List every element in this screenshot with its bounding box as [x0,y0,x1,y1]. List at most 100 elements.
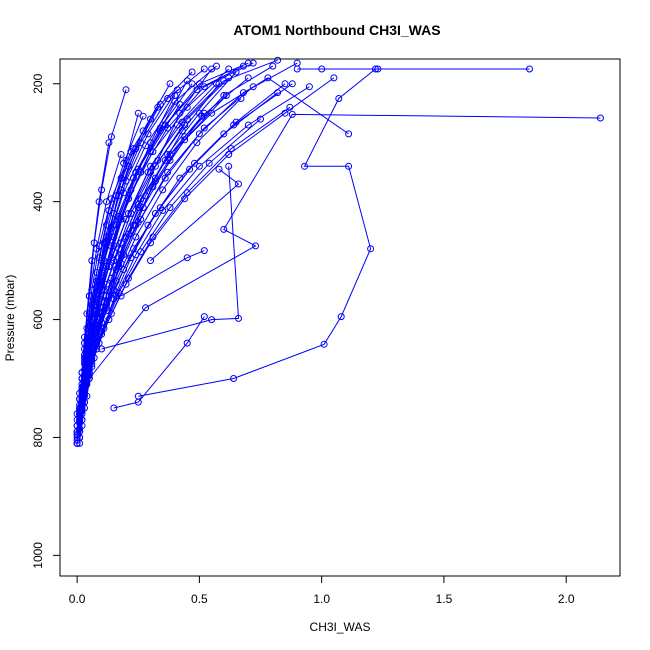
data-point [115,215,123,223]
x-tick-label: 0.0 [69,592,86,606]
data-point [110,295,118,303]
x-tick-label: 1.5 [436,592,453,606]
x-tick-label: 2.0 [558,592,575,606]
data-point [249,59,257,67]
series-line [84,86,310,385]
y-tick-label: 400 [31,191,45,211]
series-22 [134,65,379,400]
data-point [178,118,186,126]
series-50 [73,62,247,438]
data-point [120,159,128,167]
data-point [115,289,123,297]
data-point [225,162,233,170]
data-point [139,112,147,120]
data-point [132,168,140,176]
data-point [232,68,240,76]
data-point [230,375,238,382]
data-point [117,239,125,247]
data-point [127,148,135,156]
data-point [220,130,228,138]
data-point [144,221,152,229]
y-tick-label: 800 [31,427,45,447]
data-point [183,254,191,262]
x-axis-label: CH3I_WAS [310,620,371,634]
data-point [293,65,301,73]
data-point [95,198,103,206]
data-point [132,145,140,153]
data-point [107,274,115,282]
data-point [144,130,152,138]
data-point [100,286,108,294]
data-point [95,316,103,324]
series-26 [293,65,533,73]
data-point [98,330,106,338]
data-point [149,183,157,191]
data-point [596,114,604,122]
data-point [171,97,179,105]
data-point [134,392,142,400]
series-21 [110,313,208,412]
data-point [288,80,296,88]
data-point [220,225,228,233]
data-point [125,230,132,238]
data-point [137,248,145,256]
data-point [227,145,235,153]
data-point [200,124,208,132]
data-point [156,100,164,108]
y-tick-label: 1000 [31,542,45,569]
data-point [83,348,91,356]
data-point [195,130,203,138]
data-point [235,314,242,322]
data-point [235,180,242,188]
data-point [264,74,272,82]
data-point [164,124,172,132]
data-point [129,174,137,182]
data-point [208,316,216,324]
data-point [98,345,106,353]
data-point [159,186,167,194]
x-tick-label: 1.0 [313,592,330,606]
data-point [127,254,135,262]
data-point [301,162,308,170]
data-point [220,77,228,85]
data-point [198,112,206,120]
data-point [186,165,194,173]
data-point [95,242,103,250]
data-point [166,80,174,88]
y-axis-label: Pressure (mbar) [3,275,17,362]
series-24 [98,162,242,353]
data-point [239,62,247,70]
series-27 [117,247,208,300]
data-point [115,192,123,200]
data-point [147,239,154,247]
data-point [193,86,201,94]
series-line [86,118,261,382]
data-point [195,162,203,170]
data-point [367,245,375,253]
series-line [138,68,376,397]
data-point [183,115,191,123]
data-point [161,174,169,182]
data-point [107,133,115,141]
data-point [95,295,103,303]
data-point [252,242,260,250]
data-point [200,247,208,255]
data-point [122,177,130,185]
data-point [188,80,196,88]
data-point [142,304,150,312]
data-point [88,286,96,294]
data-point [73,439,81,447]
data-point [166,151,174,158]
series-line [113,316,205,409]
series-line [120,250,205,297]
data-point [73,431,81,438]
data-point [374,65,382,73]
data-point [76,407,84,415]
data-point [318,65,326,73]
data-point [222,92,230,99]
data-point [122,215,130,223]
data-point [257,115,264,123]
y-tick-label: 200 [31,73,45,93]
data-point [73,422,81,430]
